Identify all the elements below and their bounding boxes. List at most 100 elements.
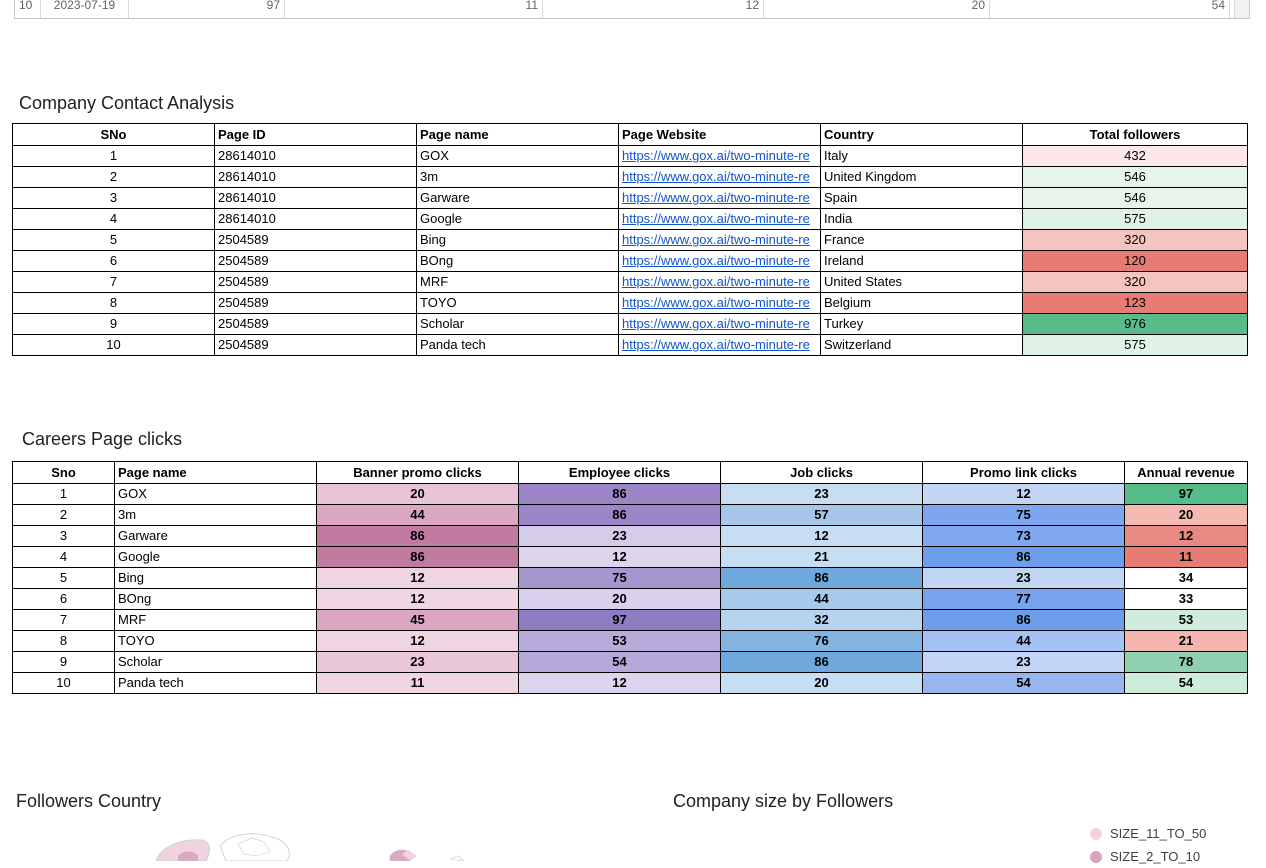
- cell-banner-promo-clicks: 44: [316, 504, 519, 526]
- cell-employee-clicks: 86: [518, 483, 721, 505]
- cell-job-clicks: 44: [720, 588, 923, 610]
- cell-page-website: https://www.gox.ai/two-minute-re: [618, 187, 821, 209]
- cell-sno: 1: [12, 483, 115, 505]
- cell-total-followers: 320: [1022, 229, 1248, 251]
- table-row: 9 2504589 Scholar https://www.gox.ai/two-mi…: [12, 313, 1248, 335]
- cell-employee-clicks: 23: [518, 525, 721, 547]
- cell-employee-clicks: 53: [518, 630, 721, 652]
- cell-country: Turkey: [820, 313, 1023, 335]
- website-link[interactable]: https://www.gox.ai/two-minute-re: [622, 190, 810, 205]
- row-date: 2023-07-19: [41, 0, 129, 18]
- careers-section-title: Careers Page clicks: [22, 429, 183, 449]
- cell-page-website: https://www.gox.ai/two-minute-re: [618, 250, 821, 272]
- cell-page-name: 3m: [114, 504, 317, 526]
- country-shape[interactable]: [177, 851, 199, 862]
- cell-total-followers: 123: [1022, 292, 1248, 314]
- column-header: Page ID: [214, 123, 417, 146]
- row-value: 12: [543, 0, 764, 18]
- table-row: 2 3m 44 86 57 75 20: [12, 504, 1248, 526]
- website-link[interactable]: https://www.gox.ai/two-minute-re: [622, 274, 810, 289]
- cell-page-name: Scholar: [114, 651, 317, 673]
- cell-promo-link-clicks: 75: [922, 504, 1125, 526]
- cell-sno: 2: [12, 504, 115, 526]
- cell-job-clicks: 21: [720, 546, 923, 568]
- column-header: Country: [820, 123, 1023, 146]
- table-row: 6 BOng 12 20 44 77 33: [12, 588, 1248, 610]
- cell-annual-revenue: 34: [1124, 567, 1248, 589]
- cell-sno: 7: [12, 609, 115, 631]
- cell-job-clicks: 86: [720, 651, 923, 673]
- cell-job-clicks: 23: [720, 483, 923, 505]
- cell-sno: 5: [12, 567, 115, 589]
- table-row: 6 2504589 BOng https://www.gox.ai/two-minut…: [12, 250, 1248, 272]
- website-link[interactable]: https://www.gox.ai/two-minute-re: [622, 253, 810, 268]
- legend-label: SIZE_2_TO_10: [1110, 848, 1201, 864]
- cell-total-followers: 546: [1022, 166, 1248, 188]
- cell-total-followers: 575: [1022, 208, 1248, 230]
- row-value: 20: [764, 0, 990, 18]
- cell-total-followers: 432: [1022, 145, 1248, 167]
- country-shape[interactable]: [449, 855, 465, 861]
- legend-item[interactable]: SIZE_2_TO_10: [1090, 845, 1206, 868]
- cell-total-followers: 546: [1022, 187, 1248, 209]
- row-value: 97: [129, 0, 285, 18]
- column-header: Job clicks: [720, 461, 923, 484]
- cell-banner-promo-clicks: 86: [316, 546, 519, 568]
- cell-promo-link-clicks: 73: [922, 525, 1125, 547]
- cell-sno: 9: [12, 651, 115, 673]
- cell-page-name: Google: [416, 208, 619, 230]
- cell-page-id: 2504589: [214, 313, 417, 335]
- column-header: Banner promo clicks: [316, 461, 519, 484]
- legend-dot-icon: [1090, 850, 1102, 863]
- cell-page-name: 3m: [416, 166, 619, 188]
- cell-promo-link-clicks: 54: [922, 672, 1125, 694]
- cell-page-website: https://www.gox.ai/two-minute-re: [618, 334, 821, 356]
- cell-banner-promo-clicks: 11: [316, 672, 519, 694]
- cell-sno: 6: [12, 250, 215, 272]
- cell-sno: 3: [12, 187, 215, 209]
- cell-banner-promo-clicks: 20: [316, 483, 519, 505]
- cell-page-website: https://www.gox.ai/two-minute-re: [618, 229, 821, 251]
- cell-page-id: 2504589: [214, 271, 417, 293]
- cell-total-followers: 320: [1022, 271, 1248, 293]
- cell-sno: 9: [12, 313, 215, 335]
- cell-page-name: MRF: [416, 271, 619, 293]
- cell-page-name: Panda tech: [114, 672, 317, 694]
- website-link[interactable]: https://www.gox.ai/two-minute-re: [622, 211, 810, 226]
- cell-banner-promo-clicks: 23: [316, 651, 519, 673]
- cell-page-name: Garware: [416, 187, 619, 209]
- cell-country: India: [820, 208, 1023, 230]
- website-link[interactable]: https://www.gox.ai/two-minute-re: [622, 232, 810, 247]
- cell-page-id: 2504589: [214, 334, 417, 356]
- country-shape[interactable]: [401, 849, 417, 861]
- website-link[interactable]: https://www.gox.ai/two-minute-re: [622, 169, 810, 184]
- country-shape[interactable]: [219, 833, 290, 861]
- legend-label: SIZE_11_TO_50: [1110, 825, 1207, 841]
- column-header: Page name: [114, 461, 317, 484]
- cell-country: United Kingdom: [820, 166, 1023, 188]
- website-link[interactable]: https://www.gox.ai/two-minute-re: [622, 148, 810, 163]
- cell-total-followers: 976: [1022, 313, 1248, 335]
- table-row: 3 28614010 Garware https://www.gox.ai/two-m…: [12, 187, 1248, 209]
- cell-sno: 4: [12, 208, 215, 230]
- website-link[interactable]: https://www.gox.ai/two-minute-re: [622, 337, 810, 352]
- cell-banner-promo-clicks: 12: [316, 630, 519, 652]
- cell-page-name: BOng: [416, 250, 619, 272]
- website-link[interactable]: https://www.gox.ai/two-minute-re: [622, 295, 810, 310]
- country-shape[interactable]: [237, 837, 271, 857]
- column-header: Employee clicks: [518, 461, 721, 484]
- column-header: Page name: [416, 123, 619, 146]
- cell-country: Belgium: [820, 292, 1023, 314]
- cell-promo-link-clicks: 23: [922, 567, 1125, 589]
- cell-sno: 6: [12, 588, 115, 610]
- legend-item[interactable]: SIZE_11_TO_50: [1090, 822, 1206, 845]
- scrollbar[interactable]: [1234, 0, 1249, 18]
- cell-banner-promo-clicks: 45: [316, 609, 519, 631]
- table-row: 9 Scholar 23 54 86 23 78: [12, 651, 1248, 673]
- cell-annual-revenue: 78: [1124, 651, 1248, 673]
- row-value: 11: [285, 0, 543, 18]
- cell-sno: 10: [12, 672, 115, 694]
- website-link[interactable]: https://www.gox.ai/two-minute-re: [622, 316, 810, 331]
- followers-country-map[interactable]: [140, 826, 500, 861]
- table-header-row: SNo Page ID Page name Page Website Count…: [12, 123, 1248, 146]
